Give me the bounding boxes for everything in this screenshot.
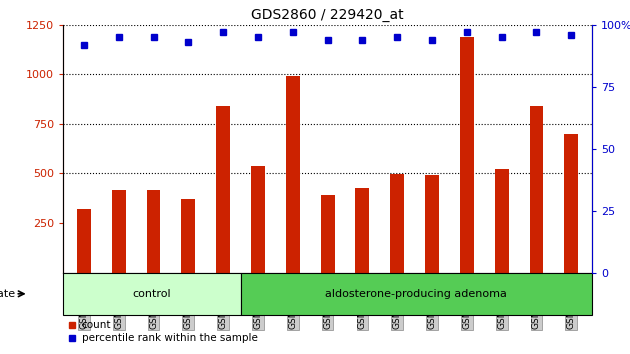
Bar (425, 176, 439, 273)
Bar (530, 106, 544, 273)
Bar (241, 273, 592, 315)
Bar (112, 190, 125, 273)
Text: disease state: disease state (0, 289, 15, 299)
Bar (286, 76, 300, 273)
Bar (495, 170, 508, 273)
Bar (390, 175, 404, 273)
Bar (460, 37, 474, 273)
Bar (321, 195, 335, 273)
Bar (77, 209, 91, 273)
Bar (181, 199, 195, 273)
Bar (564, 134, 578, 273)
Bar (147, 190, 161, 273)
Bar (355, 188, 369, 273)
Bar (216, 106, 230, 273)
Bar (63, 273, 241, 315)
Legend: count, percentile rank within the sample: count, percentile rank within the sample (68, 320, 258, 343)
Text: control: control (132, 289, 171, 299)
Bar (251, 166, 265, 273)
Text: aldosterone-producing adenoma: aldosterone-producing adenoma (326, 289, 507, 299)
Title: GDS2860 / 229420_at: GDS2860 / 229420_at (251, 8, 404, 22)
